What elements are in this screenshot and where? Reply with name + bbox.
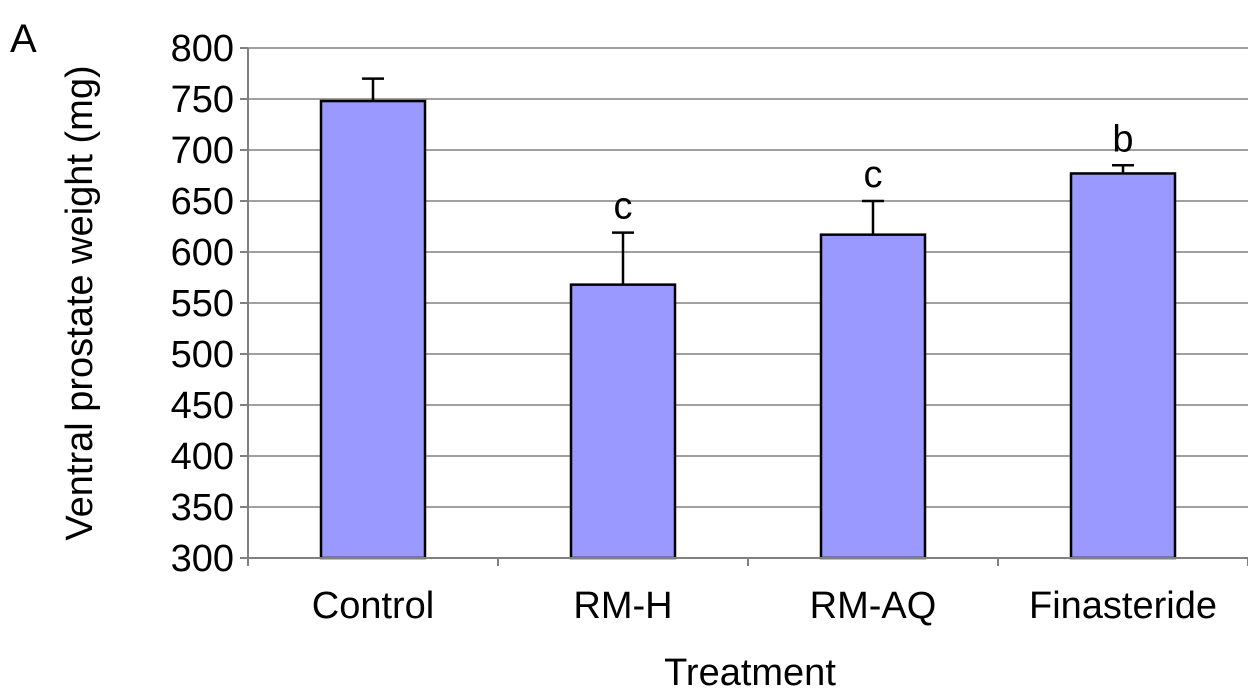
significance-label: c bbox=[864, 154, 883, 196]
category-label: RM-H bbox=[573, 585, 672, 627]
y-tick-label: 350 bbox=[171, 487, 234, 529]
bars: c c b bbox=[319, 77, 1177, 560]
y-tick-label: 800 bbox=[171, 28, 234, 70]
y-tick-label: 550 bbox=[171, 283, 234, 325]
y-tick-label: 750 bbox=[171, 79, 234, 121]
y-tick-label: 700 bbox=[171, 130, 234, 172]
bar bbox=[1069, 172, 1177, 560]
x-category-labels: Control RM-H RM-AQ Finasteride bbox=[312, 585, 1217, 627]
category-label: Control bbox=[312, 585, 435, 627]
y-tick-label: 450 bbox=[171, 385, 234, 427]
y-tick-label: 600 bbox=[171, 232, 234, 274]
y-tick-label: 500 bbox=[171, 334, 234, 376]
y-tick-labels: 300 350 400 450 500 550 600 650 700 750 800 bbox=[171, 28, 234, 580]
y-tick-label: 650 bbox=[171, 181, 234, 223]
y-tick-label: 400 bbox=[171, 436, 234, 478]
significance-label: b bbox=[1112, 118, 1133, 160]
y-axis-title: Ventral prostate weight (mg) bbox=[59, 65, 101, 540]
y-tick-label: 300 bbox=[171, 538, 234, 580]
category-label: RM-AQ bbox=[810, 585, 937, 627]
x-axis-title: Treatment bbox=[664, 652, 836, 692]
category-label: Finasteride bbox=[1029, 585, 1217, 627]
bar bbox=[569, 283, 677, 560]
panel-label: A bbox=[10, 17, 37, 61]
significance-label: c bbox=[614, 186, 633, 228]
bar bbox=[319, 99, 427, 560]
axes bbox=[247, 48, 1248, 559]
bar bbox=[819, 233, 927, 560]
